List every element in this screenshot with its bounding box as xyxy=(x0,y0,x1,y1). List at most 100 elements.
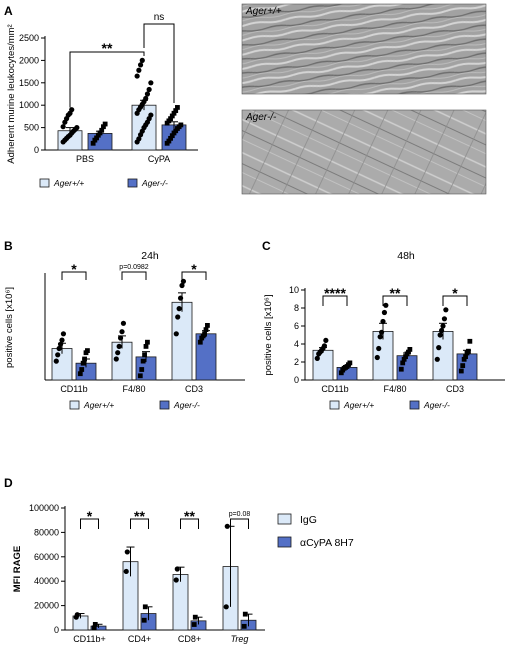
y-axis-title: positive cells [x10⁶] xyxy=(4,287,15,368)
y-tick-label: 500 xyxy=(24,123,39,133)
sig-bracket xyxy=(143,23,175,103)
data-point xyxy=(168,135,173,141)
y-tick-label: 100000 xyxy=(29,503,59,513)
y-tick-label: 4 xyxy=(294,339,299,349)
data-point xyxy=(56,345,62,352)
category-label: CD8+ xyxy=(178,634,201,644)
sig-bracket xyxy=(181,271,207,280)
data-point xyxy=(173,577,179,583)
data-point xyxy=(117,335,124,341)
data-point xyxy=(440,323,446,329)
data-point xyxy=(134,73,140,79)
y-tick-label: 0 xyxy=(294,375,299,385)
data-point xyxy=(146,86,152,93)
data-point xyxy=(461,356,467,362)
data-point xyxy=(148,112,154,118)
data-point xyxy=(169,133,175,139)
data-point xyxy=(85,348,90,353)
legend-label: Ager-/- xyxy=(141,178,168,188)
sig-label: ** xyxy=(102,40,113,56)
data-point xyxy=(136,67,142,73)
data-point xyxy=(437,332,443,338)
data-point xyxy=(60,331,67,337)
data-point xyxy=(69,107,75,113)
data-point xyxy=(323,337,329,343)
sig-label: ** xyxy=(134,508,145,524)
sig-label: ** xyxy=(184,508,195,524)
data-point xyxy=(223,604,229,610)
legend-swatch xyxy=(69,400,80,410)
category-label: Treg xyxy=(231,634,249,644)
data-point xyxy=(338,370,344,376)
data-point xyxy=(443,307,449,313)
data-point xyxy=(174,566,180,572)
data-point xyxy=(380,318,386,325)
y-tick-label: 60000 xyxy=(34,552,59,562)
category-label: CyPA xyxy=(148,154,170,164)
y-tick-label: 1500 xyxy=(19,78,39,88)
legend-swatch xyxy=(277,513,292,525)
data-point xyxy=(136,136,142,142)
chart-panel-b: positive cells [x10⁶] 24h CD11b F4/80 CD3 * p=… xyxy=(4,250,245,410)
sig-bracket xyxy=(61,271,87,280)
data-point xyxy=(176,306,182,312)
data-point xyxy=(192,614,198,620)
sig-label: ** xyxy=(390,285,401,301)
sig-label: ns xyxy=(154,12,165,23)
legend-label: Ager-/- xyxy=(173,400,200,410)
category-label: CD3 xyxy=(446,384,464,394)
y-tick-label: 80000 xyxy=(34,527,59,537)
bar xyxy=(172,574,189,631)
data-point xyxy=(101,124,106,130)
data-point xyxy=(374,354,380,361)
data-point xyxy=(197,339,203,345)
legend-swatch xyxy=(409,400,420,410)
data-point xyxy=(74,125,80,131)
data-point xyxy=(463,354,468,359)
data-point xyxy=(460,363,466,368)
sig-bracket xyxy=(180,518,199,529)
sig-label: p=0.08 xyxy=(229,511,251,518)
data-point xyxy=(97,130,103,136)
data-point xyxy=(57,341,64,347)
y-tick-label: 40000 xyxy=(34,576,59,586)
sig-bracket xyxy=(442,295,468,306)
y-tick-label: 2500 xyxy=(19,33,39,43)
data-point xyxy=(403,354,408,359)
legend-swatch xyxy=(159,400,170,410)
data-point xyxy=(119,329,125,335)
data-point xyxy=(398,366,404,372)
data-point xyxy=(441,316,448,322)
data-point xyxy=(53,358,59,364)
chart-title: 48h xyxy=(397,250,415,262)
data-point xyxy=(321,343,328,349)
data-point xyxy=(124,549,130,555)
data-point xyxy=(401,356,407,362)
data-point xyxy=(347,360,353,366)
sig-label: p=0.0982 xyxy=(119,264,148,271)
data-point xyxy=(381,309,388,316)
legend-swatch xyxy=(329,400,340,410)
micrograph-ager-wt: Ager+/+ xyxy=(241,3,487,95)
data-point xyxy=(141,617,147,623)
data-point xyxy=(79,367,85,372)
data-point xyxy=(77,371,83,377)
legend-swatch xyxy=(127,178,138,188)
data-point xyxy=(438,327,445,334)
data-point xyxy=(406,349,411,355)
data-point xyxy=(123,568,129,575)
data-point xyxy=(377,334,383,340)
data-point xyxy=(102,121,108,127)
sig-label: * xyxy=(191,261,197,277)
chart-title: 24h xyxy=(141,250,159,262)
data-point xyxy=(173,108,179,113)
category-label: F4/80 xyxy=(122,384,145,394)
panel-label-b: B xyxy=(4,239,13,253)
micrograph-label-wt: Ager+/+ xyxy=(245,6,282,17)
data-point xyxy=(60,124,66,130)
data-point xyxy=(205,323,210,328)
chart-panel-d: 0 20000 40000 60000 80000 100000 MFI RAGE CD11b… xyxy=(12,503,354,644)
category-label: CD11b+ xyxy=(73,634,106,644)
y-tick-label: 2 xyxy=(294,357,299,367)
